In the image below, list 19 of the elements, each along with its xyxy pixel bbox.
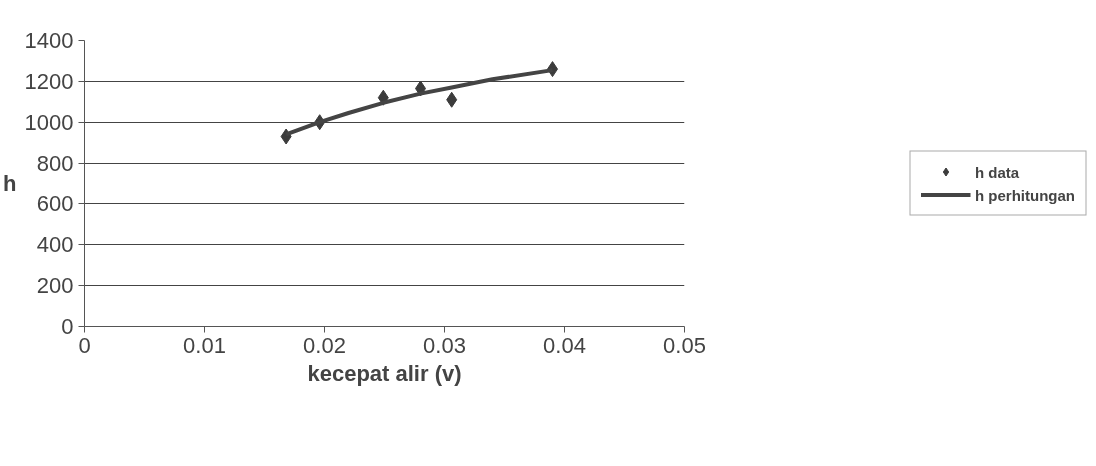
x-tick-label: 0.05 [663,332,706,358]
y-tick-label: 1200 [24,68,74,94]
y-tick-label: 800 [36,150,74,176]
x-tick-label: 0.01 [183,332,226,358]
legend-label: h perhitungan [975,186,1075,203]
x-axis-title: kecepat alir (v) [307,360,462,386]
x-tick-label: 0.04 [543,332,586,358]
y-tick-label: 600 [36,191,74,217]
y-tick-label: 1000 [24,109,74,135]
y-tick-label: 1400 [24,28,74,53]
y-axis-title: h [3,171,17,196]
x-tick-label: 0 [78,332,91,358]
y-tick-label: 400 [36,232,74,258]
point [446,91,458,108]
x-tick-label: 0.02 [303,332,346,358]
y-tick-label: 0 [61,314,74,339]
x-tick-label: 0.03 [423,332,466,358]
legend-label: h data [975,163,1020,180]
y-tick-label: 200 [36,273,74,299]
